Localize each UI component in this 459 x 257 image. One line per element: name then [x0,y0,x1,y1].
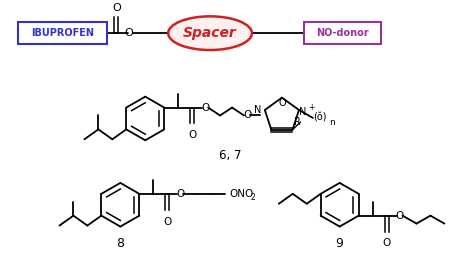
Text: O: O [123,28,132,38]
FancyBboxPatch shape [303,22,380,44]
Text: O: O [112,3,120,13]
Text: N: N [299,107,306,117]
Text: O: O [176,189,184,199]
Text: 2: 2 [251,193,255,202]
Text: 6, 7: 6, 7 [218,149,241,162]
Ellipse shape [168,16,252,50]
Text: O: O [395,211,403,221]
Text: +: + [307,103,313,112]
Text: O: O [163,217,171,227]
Text: ONO: ONO [229,189,253,199]
Text: O: O [242,111,251,121]
FancyBboxPatch shape [17,22,107,44]
Text: 8: 8 [116,237,124,250]
Text: 9: 9 [335,237,343,250]
Text: N: N [254,105,261,115]
Text: O: O [381,238,390,249]
Text: Spacer: Spacer [183,26,236,40]
Text: R: R [294,117,301,127]
Text: n: n [328,118,334,127]
Text: (ŏ): (ŏ) [312,113,326,123]
Text: IBUPROFEN: IBUPROFEN [31,28,94,38]
Text: O: O [188,130,196,140]
Text: O: O [278,98,285,108]
Text: O: O [201,103,209,113]
Text: NO-donor: NO-donor [315,28,368,38]
